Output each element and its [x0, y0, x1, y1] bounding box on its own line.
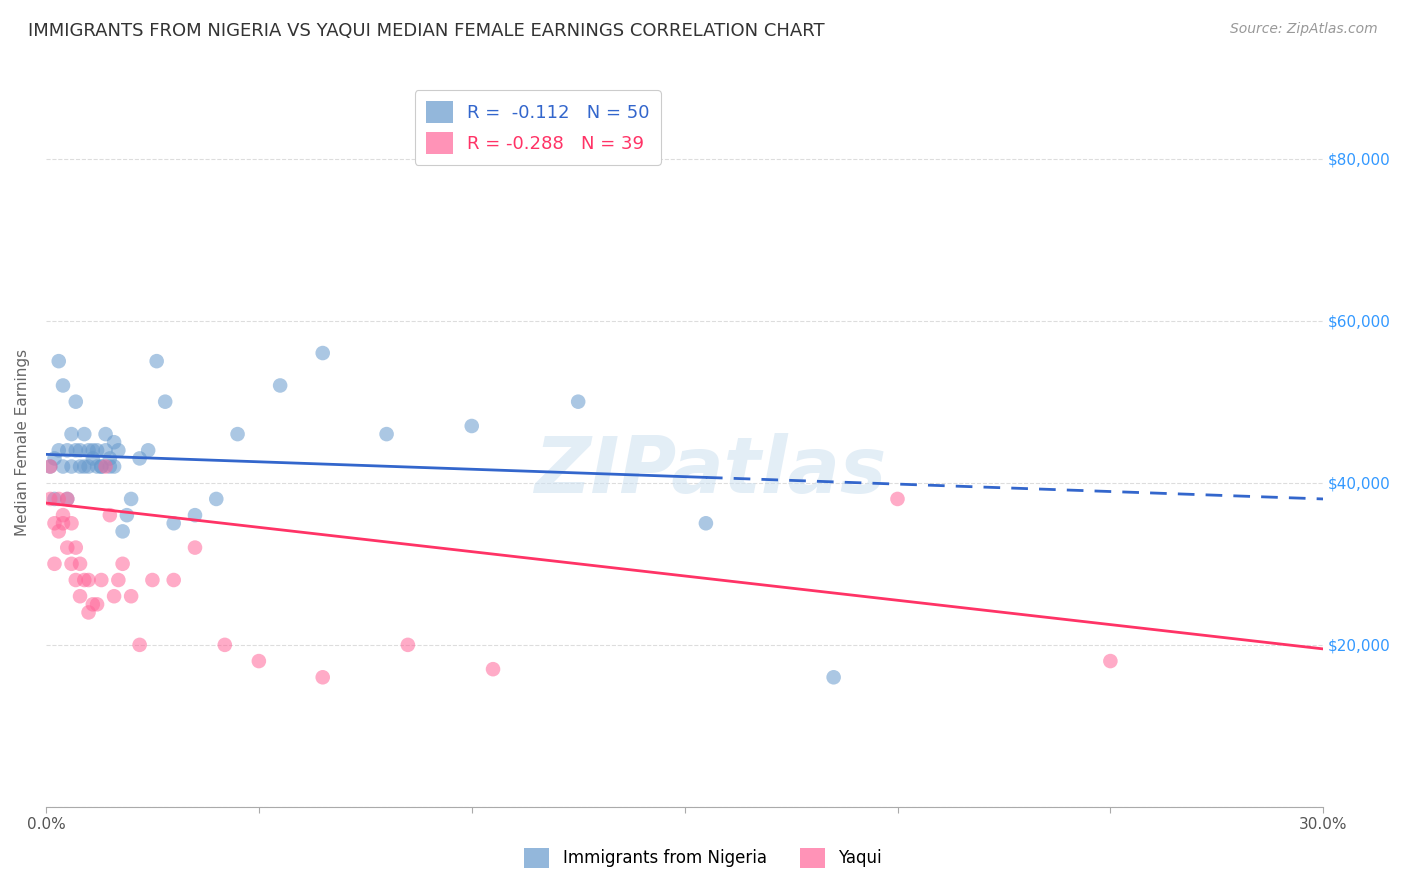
Point — [69, 589, 91, 603]
Point — [1099, 654, 1122, 668]
Point — [141, 573, 163, 587]
Point — [103, 435, 125, 450]
Point — [120, 491, 142, 506]
Point — [94, 443, 117, 458]
Point — [48, 354, 70, 368]
Point — [52, 516, 75, 531]
Point — [69, 459, 91, 474]
Point — [60, 427, 83, 442]
Point — [82, 598, 104, 612]
Legend: Immigrants from Nigeria, Yaqui: Immigrants from Nigeria, Yaqui — [517, 841, 889, 875]
Point — [98, 451, 121, 466]
Point — [886, 491, 908, 506]
Point — [163, 516, 186, 531]
Point — [60, 459, 83, 474]
Point — [82, 451, 104, 466]
Point — [312, 346, 335, 360]
Point — [269, 378, 291, 392]
Point — [90, 459, 112, 474]
Point — [153, 394, 176, 409]
Point — [107, 573, 129, 587]
Point — [90, 459, 112, 474]
Point — [163, 573, 186, 587]
Point — [111, 524, 134, 539]
Point — [48, 524, 70, 539]
Point — [115, 508, 138, 523]
Point — [48, 491, 70, 506]
Point — [39, 491, 62, 506]
Point — [86, 598, 108, 612]
Point — [48, 443, 70, 458]
Point — [205, 491, 228, 506]
Point — [128, 638, 150, 652]
Point — [52, 459, 75, 474]
Point — [73, 459, 96, 474]
Point — [73, 573, 96, 587]
Point — [184, 508, 207, 523]
Point — [52, 508, 75, 523]
Point — [86, 443, 108, 458]
Point — [375, 427, 398, 442]
Point — [120, 589, 142, 603]
Point — [44, 516, 66, 531]
Point — [823, 670, 845, 684]
Point — [56, 491, 79, 506]
Point — [56, 491, 79, 506]
Point — [396, 638, 419, 652]
Point — [103, 589, 125, 603]
Point — [103, 459, 125, 474]
Point — [184, 541, 207, 555]
Point — [107, 443, 129, 458]
Point — [136, 443, 159, 458]
Point — [128, 451, 150, 466]
Point — [226, 427, 249, 442]
Point — [69, 557, 91, 571]
Text: IMMIGRANTS FROM NIGERIA VS YAQUI MEDIAN FEMALE EARNINGS CORRELATION CHART: IMMIGRANTS FROM NIGERIA VS YAQUI MEDIAN … — [28, 22, 825, 40]
Point — [77, 573, 100, 587]
Point — [52, 378, 75, 392]
Point — [56, 443, 79, 458]
Point — [77, 459, 100, 474]
Point — [65, 394, 87, 409]
Point — [90, 573, 112, 587]
Y-axis label: Median Female Earnings: Median Female Earnings — [15, 349, 30, 536]
Text: Source: ZipAtlas.com: Source: ZipAtlas.com — [1230, 22, 1378, 37]
Point — [77, 443, 100, 458]
Point — [86, 459, 108, 474]
Text: ZIPatlas: ZIPatlas — [534, 434, 886, 509]
Point — [94, 459, 117, 474]
Point — [214, 638, 236, 652]
Point — [77, 606, 100, 620]
Point — [60, 516, 83, 531]
Point — [98, 459, 121, 474]
Point — [44, 557, 66, 571]
Point — [567, 394, 589, 409]
Point — [44, 451, 66, 466]
Point — [461, 419, 484, 434]
Point — [94, 427, 117, 442]
Point — [98, 508, 121, 523]
Point — [247, 654, 270, 668]
Point — [60, 557, 83, 571]
Point — [82, 443, 104, 458]
Point — [44, 491, 66, 506]
Point — [145, 354, 167, 368]
Point — [65, 573, 87, 587]
Point — [56, 541, 79, 555]
Point — [65, 443, 87, 458]
Point — [312, 670, 335, 684]
Point — [39, 459, 62, 474]
Point — [73, 427, 96, 442]
Point — [695, 516, 717, 531]
Point — [39, 459, 62, 474]
Point — [69, 443, 91, 458]
Point — [482, 662, 505, 676]
Point — [111, 557, 134, 571]
Point — [65, 541, 87, 555]
Legend: R =  -0.112   N = 50, R = -0.288   N = 39: R = -0.112 N = 50, R = -0.288 N = 39 — [415, 90, 661, 165]
